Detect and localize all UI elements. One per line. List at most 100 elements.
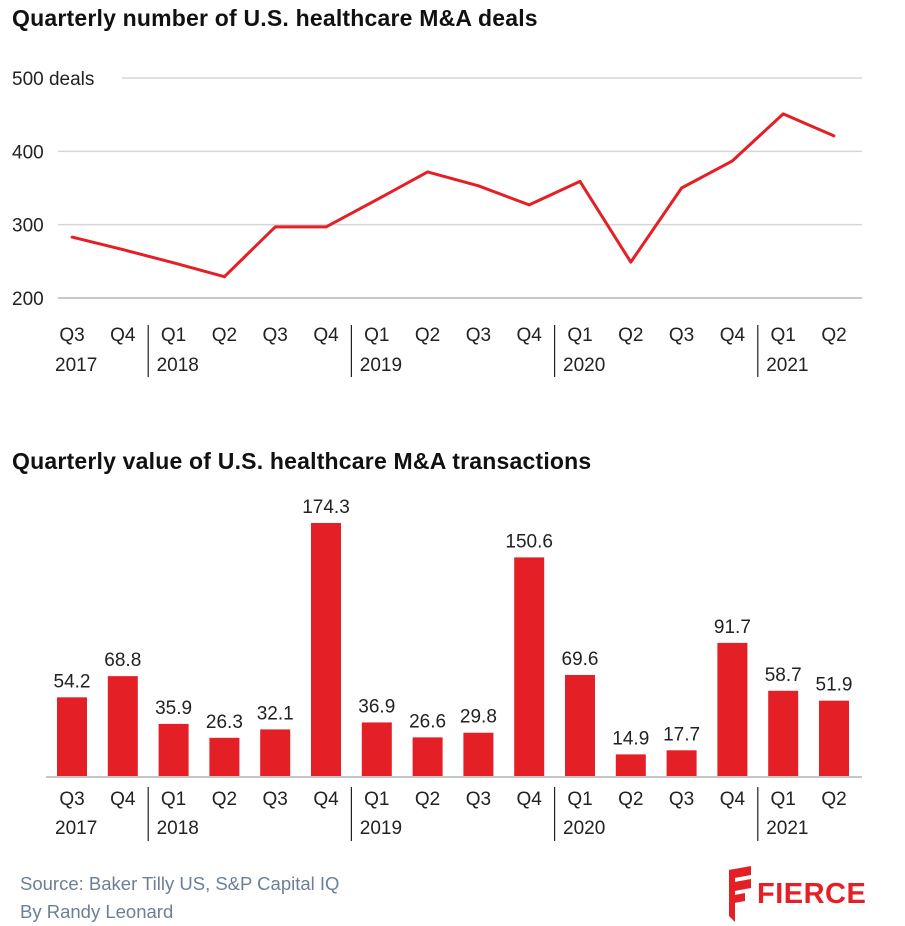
deals-point [172,261,176,265]
deals-point [70,235,74,239]
quarter-label: Q3 [466,325,491,346]
value-bar [717,642,748,776]
value-bar [514,557,545,776]
value-bar [768,690,799,776]
year-label: 2019 [360,818,402,839]
bar-data-label: 36.9 [358,696,395,717]
quarter-label: Q2 [212,789,237,810]
fierce-flag-icon [729,866,751,922]
bar-data-label: 150.6 [505,531,553,552]
deals-point [375,198,379,202]
bar-data-label: 51.9 [816,675,853,696]
quarter-label: Q4 [313,325,339,346]
quarter-label: Q2 [821,789,846,810]
quarter-label: Q4 [517,789,543,810]
source-text: Source: Baker Tilly US, S&P Capital IQ [20,873,340,894]
quarter-label: Q2 [415,325,440,346]
value-bar [615,754,646,776]
byline-text: By Randy Leonard [20,901,174,922]
quarter-label: Q2 [618,325,643,346]
quarter-label: Q3 [59,789,84,810]
quarter-label: Q2 [415,789,440,810]
bar-chart-title: Quarterly value of U.S. healthcare M&A t… [12,448,592,474]
year-label: 2017 [55,355,97,376]
quarter-label: Q1 [567,325,592,346]
quarter-label: Q2 [618,789,643,810]
value-bar [57,697,87,776]
fierce-logo-text: FIERCE [757,877,867,910]
year-label: 2018 [157,355,199,376]
line-chart-title: Quarterly number of U.S. healthcare M&A … [12,5,538,31]
quarter-label: Q4 [110,789,136,810]
deals-point [731,159,734,163]
bar-data-label: 32.1 [257,703,294,724]
quarter-label: Q3 [263,789,288,810]
quarter-label: Q1 [364,325,389,346]
footer-credits: Source: Baker Tilly US, S&P Capital IQ B… [20,870,339,926]
deals-line [71,112,835,279]
quarter-label: Q1 [161,789,186,810]
value-bar [565,674,595,776]
value-bar [412,737,443,776]
year-label: 2021 [766,355,808,376]
deals-point [527,203,531,207]
quarter-label: Q3 [263,325,288,346]
deals-line-chart: 200 300 400 500 deals Q3 Q4 Q1 Q2 Q3 Q4 Q1 Q2 Q3 Q4 Q1… [12,69,862,377]
deals-point [680,186,683,190]
quarter-label: Q1 [771,789,796,810]
bar-data-label: 14.9 [612,728,649,749]
quarter-label: Q3 [466,789,491,810]
value-bar [361,722,392,776]
bar-data-label: 58.7 [765,665,802,686]
bar-data-label: 68.8 [104,650,141,671]
year-label: 2018 [157,818,199,839]
quarter-label: Q4 [517,325,543,346]
fierce-logo: FIERCE [723,866,866,922]
deals-point [426,170,429,174]
quarter-label: Q2 [212,325,237,346]
year-label: 2017 [55,818,97,839]
quarter-label: Q2 [821,325,846,346]
deals-point [121,248,125,252]
value-bar-chart: 54.2 68.8 35.9 26.3 32.1 174.3 36.9 26.6 29.8 150… [46,497,862,841]
bar-data-label: 35.9 [155,698,192,719]
y-tick-label: 200 [12,289,44,310]
year-label: 2019 [360,355,402,376]
quarter-label: Q3 [59,325,84,346]
bar-data-label: 26.3 [206,712,243,733]
bar-data-label: 69.6 [562,649,599,670]
deals-point [273,225,277,229]
value-bar [463,732,494,776]
year-label: 2020 [563,355,605,376]
deals-point [477,184,480,188]
quarter-label: Q4 [313,789,339,810]
deals-point [781,112,785,116]
y-tick-label: 300 [12,216,44,237]
deals-point [629,260,633,264]
value-bar [209,737,240,776]
quarter-label: Q4 [110,325,136,346]
bar-data-label: 26.6 [409,711,446,732]
y-tick-label: 400 [12,142,44,163]
value-bar [311,523,341,776]
quarter-label: Q1 [771,325,796,346]
bar-data-label: 54.2 [54,671,91,692]
value-bar [666,750,697,776]
quarter-label: Q3 [669,789,694,810]
value-bar [819,700,849,776]
value-bar [107,676,138,776]
value-bar [158,723,189,776]
bar-data-label: 91.7 [714,617,751,638]
deals-point [223,275,226,279]
deals-point [832,134,836,138]
value-bar [260,729,291,776]
bar-data-label: 174.3 [302,497,350,518]
deals-point [578,180,582,183]
quarter-label: Q3 [669,325,694,346]
year-label: 2021 [766,818,808,839]
deals-point [324,225,328,229]
quarter-label: Q4 [720,325,746,346]
quarter-label: Q1 [567,789,592,810]
y-tick-label: 500 deals [12,69,94,90]
year-label: 2020 [563,818,605,839]
